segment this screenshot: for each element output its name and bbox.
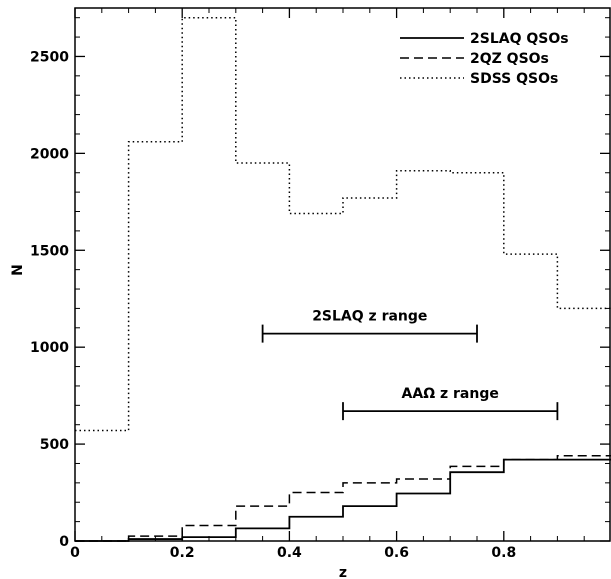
y-axis-label: N — [10, 264, 26, 276]
range-label-1: 2SLAQ z range — [312, 309, 427, 325]
x-tick-label: 0.8 — [491, 545, 516, 561]
x-axis-label: z — [339, 565, 347, 579]
legend-label-3: SDSS QSOs — [470, 71, 558, 87]
y-tick-label: 2000 — [30, 146, 69, 162]
annotation-layer: 2SLAQ z range AAΩ z range — [261, 309, 559, 421]
series-layer — [75, 16, 611, 542]
legend-label-2: 2QZ QSOs — [470, 51, 549, 67]
plot-frame — [74, 7, 611, 542]
y-tick-label: 1000 — [30, 340, 69, 356]
tick-layer: 0 0.2 0.4 0.6 0.8 0 500 1000 1500 2000 2500 — [30, 8, 610, 561]
legend: 2SLAQ QSOs 2QZ QSOs SDSS QSOs — [400, 31, 569, 87]
x-tick-label: 0 — [70, 545, 80, 561]
x-tick-label: 0.2 — [170, 545, 195, 561]
y-tick-label: 500 — [40, 437, 69, 453]
y-tick-label: 2500 — [30, 49, 69, 65]
x-tick-label: 0.6 — [384, 545, 409, 561]
series-line-1 — [75, 458, 611, 542]
x-tick-label: 0.4 — [277, 545, 302, 561]
series-line-2 — [75, 454, 611, 542]
y-tick-label: 0 — [59, 534, 69, 550]
y-tick-label: 1500 — [30, 243, 69, 259]
range-label-2: AAΩ z range — [402, 386, 499, 402]
legend-label-1: 2SLAQ QSOs — [470, 31, 569, 47]
plot-border — [74, 7, 611, 542]
